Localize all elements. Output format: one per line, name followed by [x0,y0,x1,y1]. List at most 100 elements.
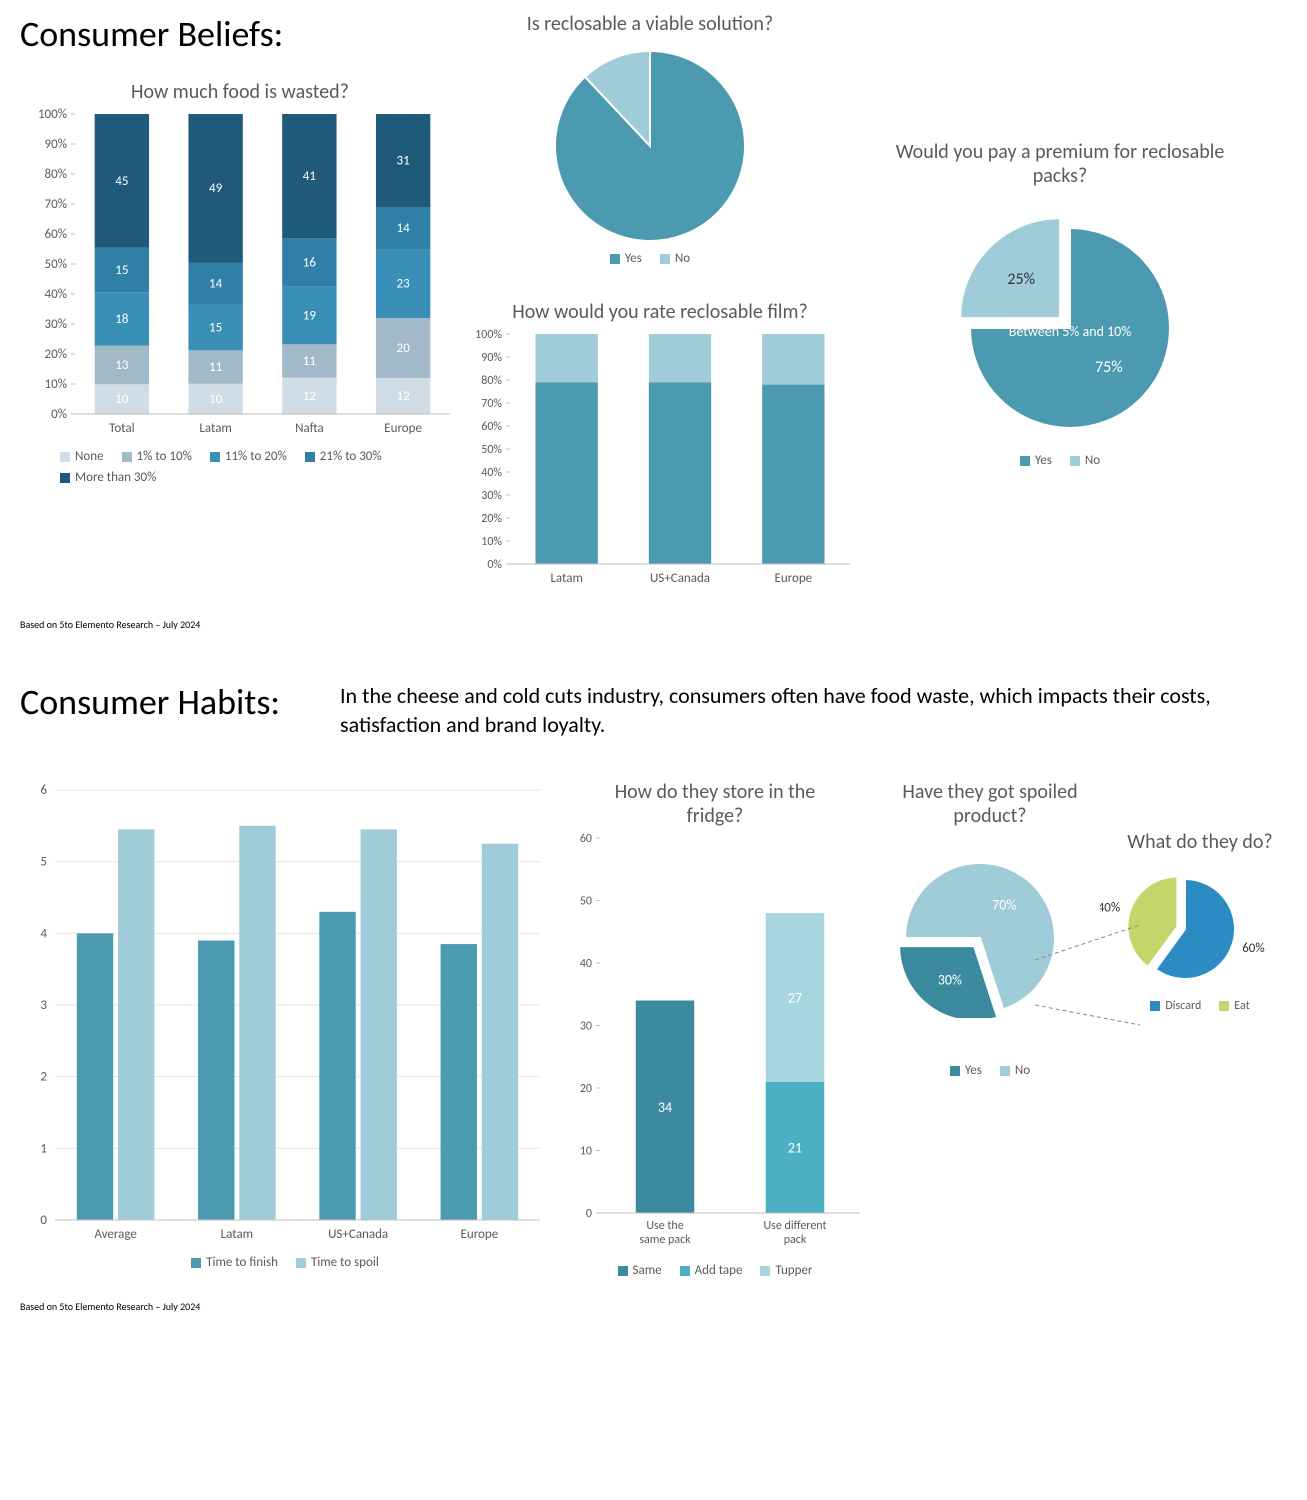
svg-text:20%: 20% [45,347,67,362]
svg-text:41: 41 [303,169,316,184]
store-chart-title: How do they store in the fridge? [560,780,870,828]
svg-text:90%: 90% [481,351,502,365]
footnote-1: Based on 5to Elemento Research – July 20… [20,618,200,631]
svg-text:4: 4 [40,926,47,941]
store-chart-legend: SameAdd tapeTupper [560,1263,870,1278]
waste-chart: How much food is wasted? 0%10%20%30%40%5… [20,80,460,485]
svg-text:Europe: Europe [775,571,813,586]
store-chart-svg: 010203040506034Use thesame pack2127Use d… [560,828,870,1258]
legend-item: 21% to 30% [305,449,382,464]
svg-text:Between 5% and 10%: Between 5% and 10% [1009,323,1132,340]
legend-item: No [660,251,690,266]
svg-text:10: 10 [580,1145,592,1159]
svg-text:30%: 30% [938,971,962,988]
whatdo-pie: What do they do? 60% 40% Discard Eat [1100,830,1300,1013]
time-chart-svg: 0123456AverageLatamUS+CanadaEurope [20,780,550,1250]
legend-item: No [1000,1063,1030,1078]
legend-item: None [60,449,104,464]
svg-text:40%: 40% [45,287,67,302]
rate-chart: How would you rate reclosable film? 0%10… [460,300,860,599]
svg-text:13: 13 [115,358,129,373]
legend-item: No [1070,453,1100,468]
legend-item: 11% to 20% [210,449,287,464]
svg-text:100%: 100% [38,107,67,122]
section-subtext: In the cheese and cold cuts industry, co… [340,682,1240,739]
svg-text:2: 2 [40,1070,47,1085]
svg-text:70%: 70% [992,897,1016,914]
svg-text:90%: 90% [45,137,67,152]
svg-text:70%: 70% [45,197,67,212]
svg-text:27: 27 [788,989,802,1006]
svg-text:18: 18 [115,312,129,327]
svg-text:Use different: Use different [763,1219,826,1233]
svg-text:20%: 20% [481,512,502,526]
waste-chart-svg: 0%10%20%30%40%50%60%70%80%90%100%1013181… [20,104,460,444]
svg-text:14: 14 [209,277,223,292]
whatdo-pie-svg: 60% 40% [1100,854,1300,994]
legend-item: Eat [1219,999,1249,1013]
legend-item: Add tape [680,1263,743,1278]
svg-text:0%: 0% [51,407,67,422]
legend-item: Yes [1020,453,1052,468]
svg-text:60: 60 [580,832,592,846]
svg-text:40%: 40% [1100,900,1120,915]
premium-pie-svg: 75%25%Between 5% and 10% [870,188,1250,448]
svg-text:Use the: Use the [646,1219,683,1233]
section-title-habits: Consumer Habits: [20,680,280,724]
svg-text:30: 30 [580,1020,592,1034]
svg-text:6: 6 [40,783,47,798]
svg-text:31: 31 [397,154,410,169]
svg-text:60%: 60% [1242,941,1264,956]
svg-text:45: 45 [115,174,128,189]
svg-text:15: 15 [115,263,128,278]
svg-text:10: 10 [209,392,223,407]
store-chart: How do they store in the fridge? 0102030… [560,780,870,1278]
svg-text:60%: 60% [45,227,67,242]
svg-text:50%: 50% [481,443,502,457]
svg-text:10%: 10% [45,377,67,392]
svg-text:23: 23 [397,277,411,292]
svg-text:0%: 0% [487,558,502,572]
spoiled-pie-title: Have they got spoiled product? [880,780,1100,828]
svg-text:50: 50 [580,895,592,909]
viable-pie-title: Is reclosable a viable solution? [490,12,810,36]
svg-text:Latam: Latam [199,421,231,436]
svg-text:49: 49 [209,181,223,196]
legend-item: Yes [610,251,642,266]
legend-item: 1% to 10% [122,449,192,464]
svg-text:21: 21 [788,1139,802,1156]
rate-chart-svg: 0%10%20%30%40%50%60%70%80%90%100%LatamUS… [460,324,860,594]
legend-item: Time to finish [191,1255,278,1270]
waste-chart-legend: None 1% to 10% 11% to 20% 21% to 30% More th… [60,449,440,485]
time-chart-legend: Time to finishTime to spoil [20,1255,550,1270]
svg-text:12: 12 [303,389,317,404]
legend-item: More than 30% [60,470,156,485]
legend-item: Yes [950,1063,982,1078]
svg-text:same pack: same pack [639,1233,691,1247]
section-title-beliefs: Consumer Beliefs: [20,12,283,56]
svg-text:pack: pack [784,1233,807,1247]
footnote-2: Based on 5to Elemento Research – July 20… [20,1300,200,1313]
svg-text:70%: 70% [481,397,502,411]
svg-text:11: 11 [303,354,316,369]
viable-pie-legend: Yes No [490,251,810,266]
svg-text:Total: Total [109,421,134,436]
svg-text:Europe: Europe [384,421,422,436]
svg-text:34: 34 [658,1099,672,1116]
svg-text:100%: 100% [475,328,502,342]
whatdo-pie-legend: Discard Eat [1100,999,1300,1013]
whatdo-pie-title: What do they do? [1100,830,1300,854]
svg-text:US+Canada: US+Canada [328,1227,388,1242]
svg-text:5: 5 [40,855,47,870]
svg-text:15: 15 [209,321,222,336]
legend-item: Discard [1150,999,1201,1013]
svg-text:Nafta: Nafta [295,421,324,436]
svg-text:16: 16 [303,255,317,270]
svg-text:80%: 80% [481,374,502,388]
svg-text:30%: 30% [481,489,502,503]
svg-text:80%: 80% [45,167,67,182]
svg-text:10: 10 [115,392,129,407]
svg-text:Latam: Latam [221,1227,253,1242]
svg-text:11: 11 [209,360,222,375]
legend-item: Same [618,1263,662,1278]
